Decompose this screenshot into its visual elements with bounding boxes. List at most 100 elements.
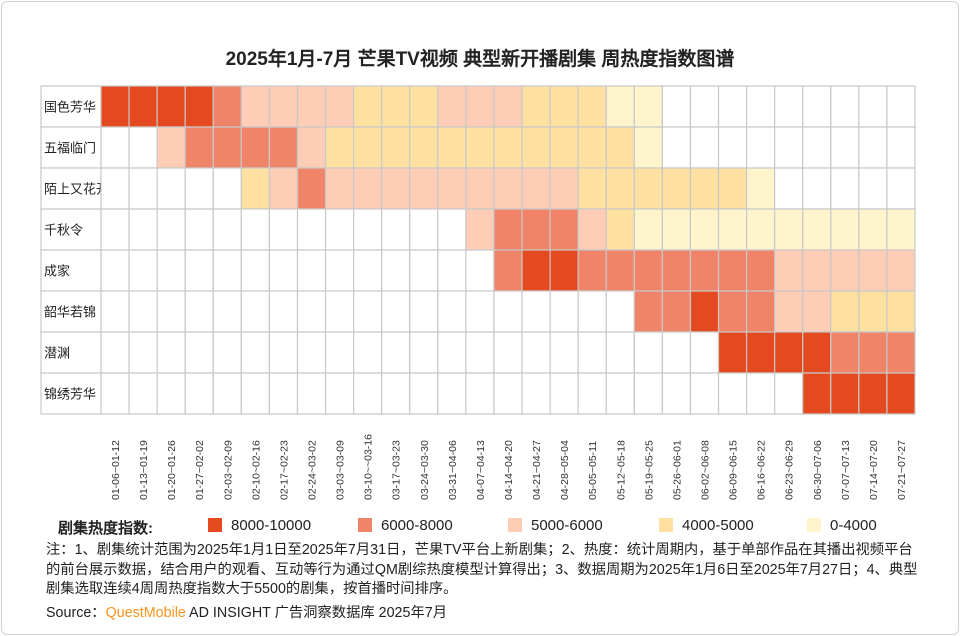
heatmap-cell xyxy=(774,331,804,374)
heatmap-cell xyxy=(661,208,692,251)
heatmap-cell xyxy=(409,372,439,415)
heatmap-cell xyxy=(577,208,607,251)
heatmap-cell xyxy=(717,331,748,374)
column-label: 04-14~04-20 xyxy=(503,440,515,500)
heatmap-cell xyxy=(128,167,158,210)
heatmap-cell xyxy=(577,167,607,210)
heatmap-cell xyxy=(774,249,804,292)
heatmap-cell xyxy=(549,331,579,374)
heatmap-cell xyxy=(493,331,523,374)
column-label: 04-28~05-04 xyxy=(559,440,571,500)
heatmap-cell xyxy=(633,208,663,251)
heatmap-cell xyxy=(128,208,158,251)
heatmap-cell xyxy=(437,331,467,374)
column-label: 06-09~06-15 xyxy=(728,440,740,500)
heatmap-cell xyxy=(100,331,130,374)
heatmap-cell xyxy=(381,372,411,415)
source-rest: AD INSIGHT 广告洞察数据库 2025年7月 xyxy=(185,605,447,621)
legend-label: 5000-6000 xyxy=(531,517,603,534)
heatmap-cell xyxy=(830,290,860,333)
heatmap-cell xyxy=(549,372,579,415)
heatmap-cell xyxy=(549,290,579,333)
heatmap-cell xyxy=(296,331,327,374)
heatmap-cell xyxy=(830,208,860,251)
column-label: 05-19~05-25 xyxy=(643,440,655,500)
heatmap-cell xyxy=(212,249,242,292)
heatmap-cell xyxy=(521,331,551,374)
heatmap-cell xyxy=(802,208,832,251)
legend-title: 剧集热度指数: xyxy=(58,520,153,537)
heatmap-cell xyxy=(437,290,467,333)
heatmap-cell xyxy=(521,372,551,415)
heatmap-cell xyxy=(689,208,720,251)
heatmap-cell xyxy=(212,167,242,210)
heatmap-cell xyxy=(577,249,607,292)
heatmap-cell xyxy=(802,167,832,210)
heatmap-cell xyxy=(605,290,635,333)
heatmap-cell xyxy=(577,85,607,128)
heatmap-cell xyxy=(409,85,439,128)
heatmap-cell xyxy=(100,372,130,415)
heatmap-cell xyxy=(745,167,776,210)
heatmap-cell xyxy=(100,126,130,169)
heatmap-cell xyxy=(381,85,411,128)
heatmap-cell xyxy=(100,290,130,333)
column-label: 07-07~07-13 xyxy=(840,440,852,500)
heatmap-cell xyxy=(858,126,888,169)
heatmap-cell xyxy=(156,249,186,292)
legend-label: 0-4000 xyxy=(830,517,877,534)
heatmap-cell xyxy=(577,331,607,374)
heatmap-cell xyxy=(268,331,299,374)
heatmap-cell xyxy=(858,249,888,292)
heatmap-cell xyxy=(184,249,214,292)
heatmap-cell xyxy=(858,290,888,333)
source-line: Source：QuestMobile AD INSIGHT 广告洞察数据库 20… xyxy=(46,601,447,622)
heatmap-cell xyxy=(661,290,692,333)
heatmap-cell xyxy=(774,167,804,210)
column-label: 03-03~03-09 xyxy=(335,440,347,500)
heatmap-cell xyxy=(240,85,271,128)
heatmap-cell xyxy=(268,126,299,169)
heatmap-cell xyxy=(156,126,186,169)
column-label: 03-24~03-30 xyxy=(419,440,431,500)
heatmap-cell xyxy=(381,208,411,251)
heatmap-cell xyxy=(353,249,383,292)
heatmap-cell xyxy=(633,126,663,169)
heatmap-cell xyxy=(184,167,214,210)
heatmap-cell xyxy=(465,249,495,292)
heatmap-cell xyxy=(774,208,804,251)
column-label: 07-21~07-27 xyxy=(896,440,908,500)
heatmap-cell xyxy=(437,126,467,169)
heatmap-cell xyxy=(858,372,888,415)
heatmap-cell xyxy=(409,126,439,169)
heatmap-cell xyxy=(353,167,383,210)
legend-swatch xyxy=(358,518,372,532)
heatmap-cell xyxy=(549,167,579,210)
legend-label: 8000-10000 xyxy=(231,517,312,534)
legend-item: 5000-6000 xyxy=(508,517,603,534)
heatmap-cell xyxy=(324,290,355,333)
heatmap-cell xyxy=(858,167,888,210)
heatmap-cell xyxy=(605,331,635,374)
heatmap-cell xyxy=(296,290,327,333)
column-label: 01-06~01-12 xyxy=(110,440,122,500)
heatmap-cell xyxy=(381,167,411,210)
heatmap-cell xyxy=(465,85,495,128)
heatmap-cell xyxy=(745,372,776,415)
heatmap-cell xyxy=(830,249,860,292)
chart-title: 2025年1月-7月 芒果TV视频 典型新开播剧集 周热度指数图谱 xyxy=(225,49,735,70)
legend-swatch xyxy=(659,518,673,532)
column-label: 01-20~01-26 xyxy=(166,440,178,500)
heatmap-cell xyxy=(324,85,355,128)
heatmap-cell xyxy=(689,167,720,210)
heatmap-cell xyxy=(128,126,158,169)
row-label: 陌上又花开 xyxy=(44,182,109,197)
row-label: 五福临门 xyxy=(44,141,96,156)
column-label: 02-24~03-02 xyxy=(307,440,319,500)
heatmap-cell xyxy=(521,167,551,210)
heatmap-cell xyxy=(465,372,495,415)
heatmap-cell xyxy=(268,249,299,292)
heatmap-cell xyxy=(802,372,832,415)
heatmap-cell xyxy=(353,126,383,169)
heatmap-cell xyxy=(212,331,242,374)
